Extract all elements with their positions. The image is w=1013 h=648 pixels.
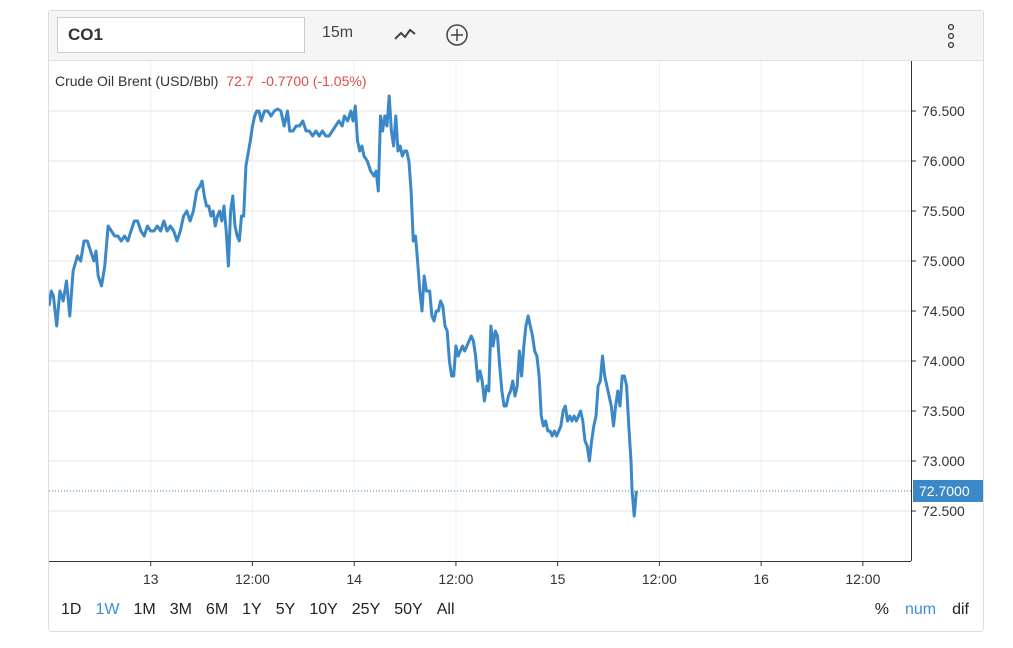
interval-selector[interactable]: 15m	[322, 24, 354, 41]
legend-change: -0.7700 (-1.05%)	[261, 73, 367, 89]
range-6m-button[interactable]: 6M	[205, 601, 229, 618]
y-tick-label: 75.000	[922, 253, 965, 269]
add-indicator-icon[interactable]	[445, 23, 469, 52]
y-tick-label: 73.000	[922, 453, 965, 469]
range-1w-button[interactable]: 1W	[95, 601, 120, 618]
chart-area[interactable]: 72.500 73.000 73.500 74.000 74.500 75.000 75.5…	[47, 61, 985, 589]
price-line	[47, 94, 638, 518]
chart-toolbar: 15m	[49, 11, 983, 61]
chart-widget: 15m 72.500 73.000 73.500 74.000 74.500 75.000…	[47, 10, 985, 632]
x-tick-label: 12:00	[438, 571, 473, 587]
range-all-button[interactable]: All	[436, 601, 455, 618]
chart-type-icon[interactable]	[393, 25, 417, 50]
y-tick-label: 73.500	[922, 403, 965, 419]
x-tick-label: 12:00	[642, 571, 677, 587]
legend-instrument-name: Crude Oil Brent (USD/Bbl)	[55, 73, 219, 89]
range-1y-button[interactable]: 1Y	[242, 601, 262, 618]
chart-legend: Crude Oil Brent (USD/Bbl) 72.7 -0.7700 (…	[55, 73, 366, 89]
x-tick-label: 15	[550, 571, 566, 587]
y-tick-label: 72.500	[922, 503, 965, 519]
y-tick-label: 76.000	[922, 153, 965, 169]
symbol-input[interactable]	[57, 17, 305, 53]
y-tick-label: 75.500	[922, 203, 965, 219]
range-selector: 1D 1W 1M 3M 6M 1Y 5Y 10Y 25Y 50Y All	[61, 601, 469, 619]
range-50y-button[interactable]: 50Y	[394, 601, 423, 618]
legend-last-price: 72.7	[226, 73, 254, 89]
x-tick-label: 16	[753, 571, 769, 587]
last-price-tag: 72.7000	[913, 480, 985, 502]
range-25y-button[interactable]: 25Y	[351, 601, 381, 618]
range-1d-button[interactable]: 1D	[61, 601, 82, 618]
price-chart[interactable]: 72.500 73.000 73.500 74.000 74.500 75.000 75.5…	[47, 61, 985, 589]
range-1m-button[interactable]: 1M	[133, 601, 156, 618]
display-mode-selector: % num dif	[859, 601, 969, 619]
more-menu-icon[interactable]	[946, 23, 956, 54]
mode-percent-button[interactable]: %	[874, 601, 889, 618]
y-tick-label: 74.500	[922, 303, 965, 319]
y-tick-label: 76.500	[922, 103, 965, 119]
mode-dif-button[interactable]: dif	[952, 601, 969, 618]
x-tick-label: 12:00	[845, 571, 880, 587]
range-5y-button[interactable]: 5Y	[275, 601, 296, 618]
range-10y-button[interactable]: 10Y	[309, 601, 338, 618]
last-price-tag-text: 72.7000	[919, 483, 970, 499]
x-tick-label: 14	[346, 571, 362, 587]
mode-num-button[interactable]: num	[904, 601, 937, 618]
x-tick-label: 13	[143, 571, 159, 587]
range-3m-button[interactable]: 3M	[169, 601, 192, 618]
y-tick-label: 74.000	[922, 353, 965, 369]
x-tick-label: 12:00	[235, 571, 270, 587]
